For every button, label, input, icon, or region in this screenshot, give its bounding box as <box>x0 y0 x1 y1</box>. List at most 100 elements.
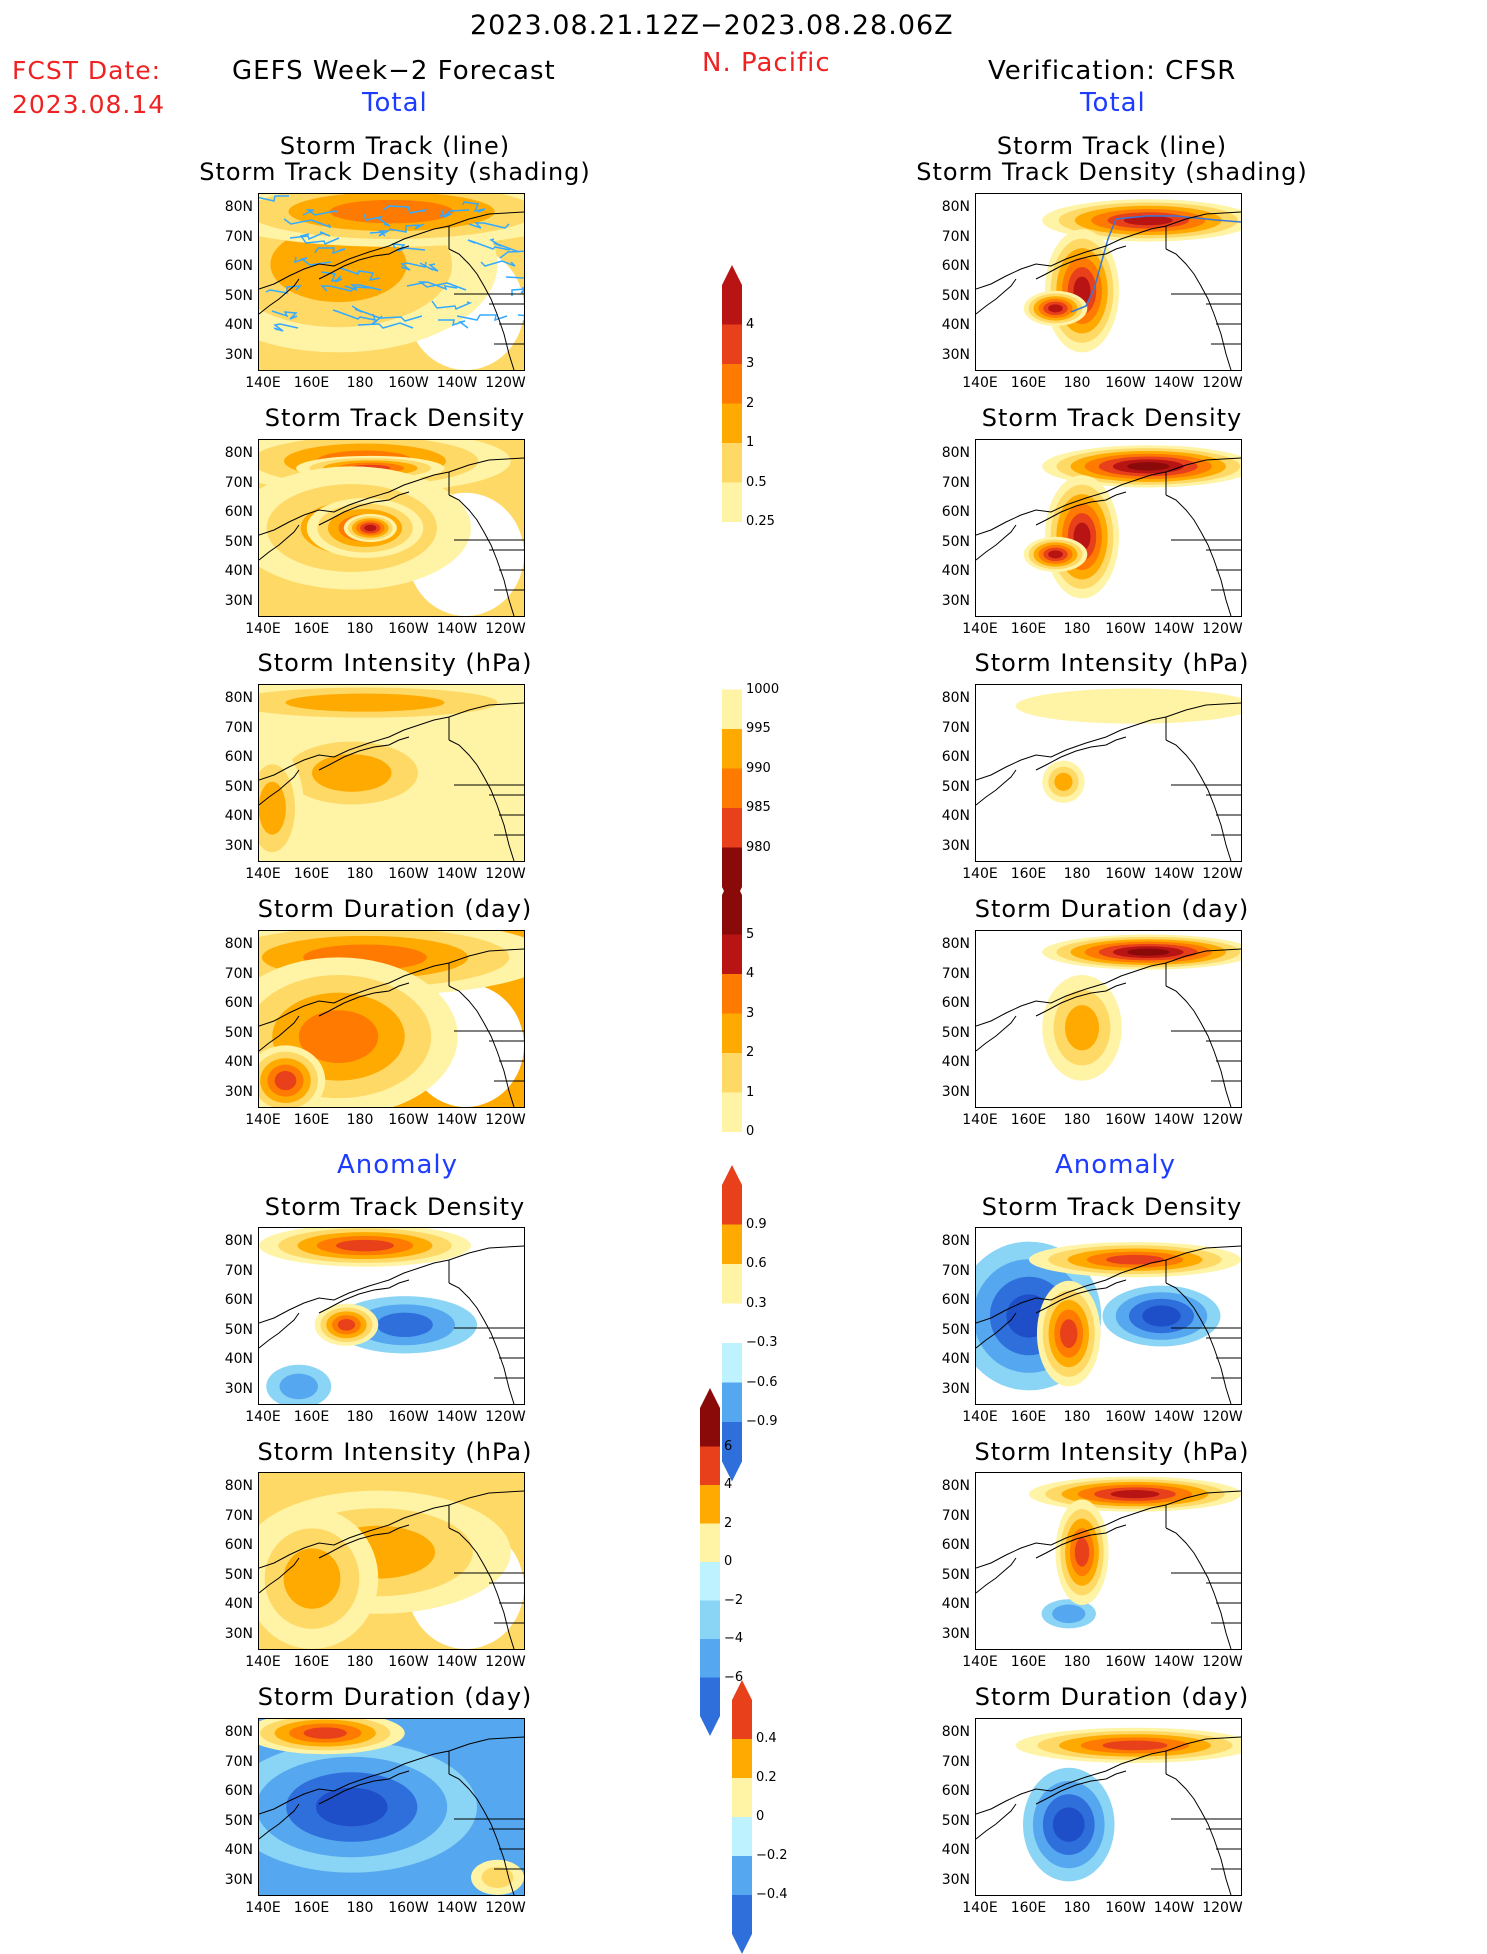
colorbar-top-arrow <box>722 630 742 650</box>
lon-tick-label: 140E <box>962 1409 998 1425</box>
ensemble-track-line <box>320 271 343 283</box>
lat-tick-label: 40N <box>224 1842 253 1858</box>
positive-field-contour <box>1102 1740 1168 1751</box>
lon-tick-label: 120W <box>485 1900 526 1916</box>
colorbar-label: 0.6 <box>746 1256 767 1271</box>
colorbar-label: 4 <box>746 966 755 981</box>
anomaly-right-label: Anomaly <box>1055 1150 1177 1180</box>
colorbar-label: −0.9 <box>746 1414 778 1429</box>
colorbar-segment <box>700 1562 720 1601</box>
lon-tick-label: 160W <box>1105 1654 1146 1670</box>
ensemble-track-line <box>302 209 339 216</box>
map-duration-right <box>975 930 1242 1108</box>
verification-track-line <box>1070 215 1241 313</box>
ensemble-track-line <box>271 310 298 320</box>
lon-tick-label: 160W <box>1105 866 1146 882</box>
lat-tick-label: 80N <box>941 1478 970 1494</box>
lon-tick-label: 120W <box>1202 1654 1243 1670</box>
lat-tick-label: 30N <box>941 346 970 363</box>
colorbar-label: 0.3 <box>746 1295 767 1311</box>
map-density-anom-right <box>975 1227 1242 1405</box>
lon-tick-label: 180 <box>1063 1654 1091 1670</box>
lon-tick-label: 140E <box>245 621 281 637</box>
lat-tick-label: 40N <box>224 317 253 333</box>
lon-tick-label: 120W <box>1202 375 1243 391</box>
lat-tick-label: 80N <box>224 199 253 215</box>
lon-tick-label: 180 <box>346 1900 374 1916</box>
lon-tick-label: 140W <box>436 1654 478 1670</box>
lat-tick-label: 50N <box>941 1812 970 1829</box>
lat-tick-label: 40N <box>224 563 253 579</box>
lon-tick-label: 180 <box>346 375 374 391</box>
colorbar-intensity-anomaly <box>700 1388 720 1736</box>
positive-field-contour <box>364 524 377 532</box>
lat-tick-label: 80N <box>941 445 970 461</box>
map-track-right <box>975 193 1242 371</box>
lat-tick-label: 80N <box>941 199 970 215</box>
lon-tick-label: 140E <box>245 1112 281 1128</box>
colorbar-top-arrow <box>732 1680 752 1700</box>
colorbar-label: 0.25 <box>746 514 775 529</box>
colorbar-label: 2 <box>746 1045 755 1060</box>
lon-tick-label: 160E <box>1010 1112 1047 1128</box>
colorbar-segment <box>700 1677 720 1716</box>
ensemble-track-line <box>363 213 391 227</box>
lat-tick-label: 40N <box>224 1596 253 1612</box>
lat-tick-label: 70N <box>224 1262 253 1279</box>
ensemble-track-line <box>388 223 425 233</box>
lon-tick-label: 140E <box>245 1409 281 1425</box>
fcst-label: FCST Date: <box>12 56 162 85</box>
lon-tick-label: 140W <box>1153 1654 1195 1670</box>
colorbar-segment <box>722 482 742 522</box>
lat-tick-label: 50N <box>941 1321 970 1338</box>
total-right-label: Total <box>1080 88 1146 118</box>
title-intensity-left: Storm Intensity (hPa) <box>257 649 533 677</box>
lat-tick-label: 70N <box>941 1262 970 1279</box>
lat-tick-label: 40N <box>941 317 970 333</box>
lat-tick-label: 50N <box>941 1024 970 1041</box>
lon-tick-label: 120W <box>485 621 526 637</box>
lat-tick-label: 70N <box>941 1507 970 1524</box>
lon-tick-label: 140W <box>436 621 478 637</box>
map-track-left <box>258 193 525 371</box>
ensemble-track-line <box>467 239 511 251</box>
lat-tick-label: 60N <box>941 258 970 274</box>
colorbar-label: 980 <box>746 839 771 855</box>
colorbar-label: 0.2 <box>756 1770 777 1785</box>
lon-tick-label: 140E <box>245 866 281 882</box>
lon-tick-label: 160W <box>388 1409 429 1425</box>
ensemble-track-line <box>265 285 302 294</box>
positive-field-contour <box>1054 772 1073 791</box>
lat-tick-label: 40N <box>224 808 253 824</box>
lat-tick-label: 30N <box>224 1083 253 1100</box>
colorbar-segment <box>700 1523 720 1562</box>
colorbar-segment <box>722 403 742 443</box>
colorbar-segment <box>732 1895 752 1934</box>
colorbar-label: 6 <box>724 1438 733 1454</box>
colorbar-label: 1000 <box>746 681 780 697</box>
negative-anomaly-contour <box>1052 1604 1086 1624</box>
lat-tick-label: 60N <box>941 995 970 1011</box>
lat-tick-label: 30N <box>941 837 970 854</box>
map-duration-left <box>258 930 525 1108</box>
lon-tick-label: 120W <box>1202 1900 1243 1916</box>
colorbar-label: 0 <box>756 1809 765 1824</box>
lon-tick-label: 140W <box>1153 866 1195 882</box>
lat-tick-label: 40N <box>224 1351 253 1367</box>
lon-tick-label: 180 <box>1063 1409 1091 1425</box>
lon-tick-label: 160E <box>1010 1900 1047 1916</box>
colorbar-duration-anomaly <box>732 1680 752 1954</box>
lat-tick-label: 50N <box>224 287 253 304</box>
lat-tick-label: 30N <box>941 1083 970 1100</box>
negative-anomaly-contour <box>1142 1305 1181 1327</box>
title-duration-anom-left: Storm Duration (day) <box>257 1683 533 1711</box>
colorbar-label: 0 <box>746 1124 755 1139</box>
colorbar-segment <box>722 1382 742 1422</box>
lon-tick-label: 160E <box>293 1900 330 1916</box>
positive-field-contour <box>337 1319 356 1331</box>
colorbar-duration <box>722 875 742 1192</box>
lon-tick-label: 180 <box>346 621 374 637</box>
map-intensity-left <box>258 684 525 862</box>
lat-tick-label: 50N <box>224 1566 253 1583</box>
anomaly-left-label: Anomaly <box>337 1150 459 1180</box>
